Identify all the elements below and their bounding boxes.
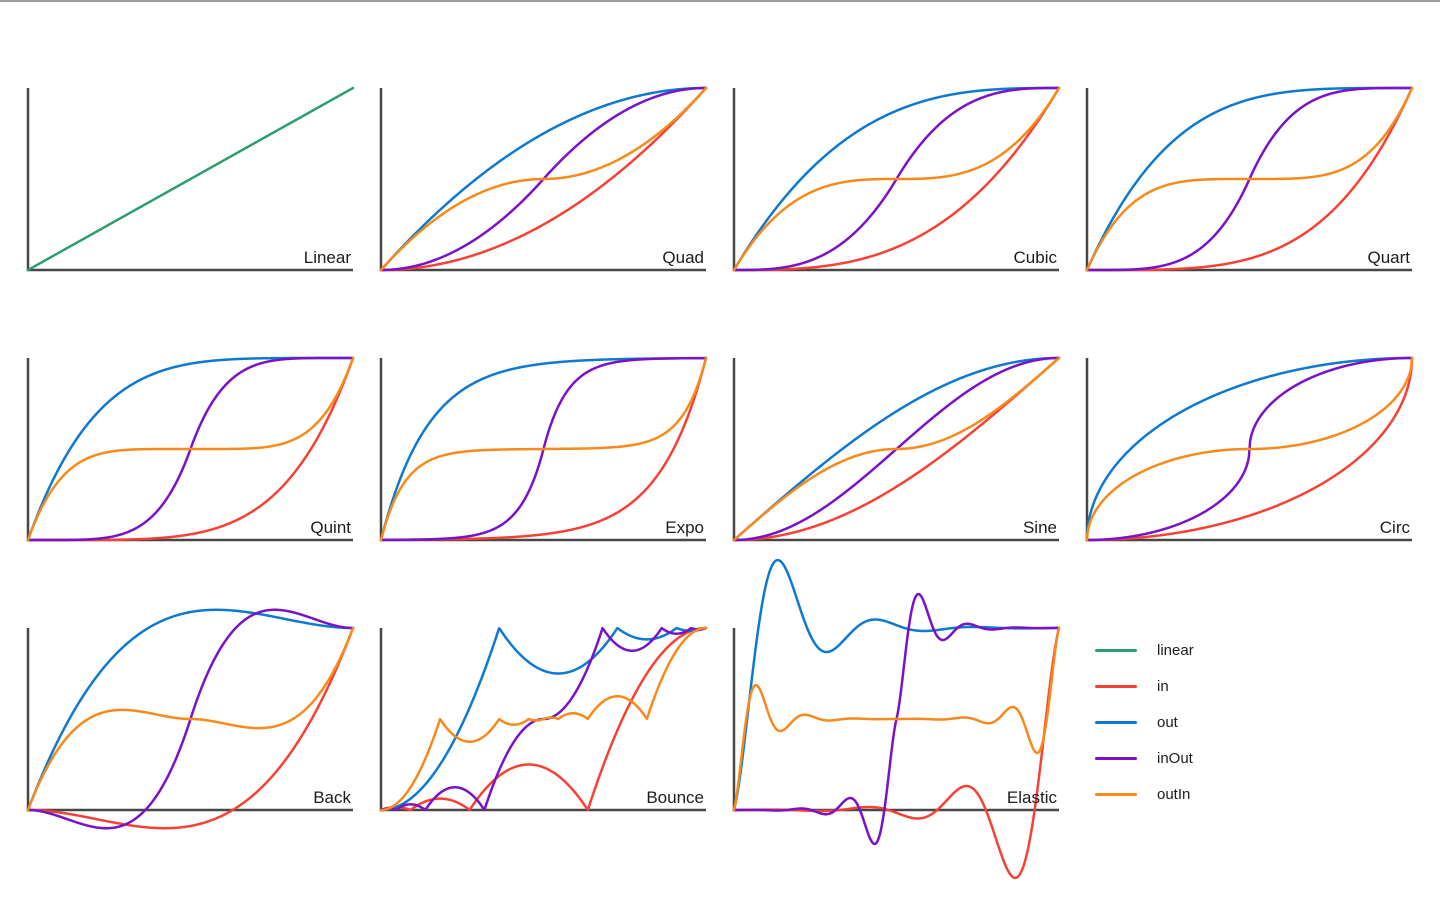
plot-bounce: Bounce bbox=[379, 626, 708, 812]
curve-circ-out bbox=[1085, 356, 1414, 542]
curve-circ-in bbox=[1085, 356, 1414, 542]
curve-linear-linear bbox=[26, 86, 355, 272]
plot-back: Back bbox=[26, 608, 355, 830]
plot-title: Quart bbox=[1367, 248, 1410, 267]
legend-item-linear: linear bbox=[1095, 632, 1194, 668]
curve-bounce-outIn bbox=[379, 626, 708, 812]
curve-sine-outIn bbox=[732, 356, 1061, 542]
legend-label: out bbox=[1157, 713, 1178, 731]
plot-title: Quad bbox=[662, 248, 704, 267]
curve-quart-outIn bbox=[1085, 86, 1414, 272]
legend-swatch-linear bbox=[1095, 648, 1137, 652]
plot-circ: Circ bbox=[1085, 356, 1414, 542]
curve-elastic-outIn bbox=[732, 626, 1061, 812]
curve-back-in bbox=[26, 626, 355, 830]
plot-title: Expo bbox=[665, 518, 704, 537]
curve-back-out bbox=[26, 608, 355, 812]
curve-sine-in bbox=[732, 356, 1061, 542]
plot-elastic: Elastic bbox=[732, 558, 1061, 880]
legend-label: in bbox=[1157, 677, 1169, 695]
top-border-line bbox=[0, 0, 1440, 2]
curve-back-outIn bbox=[26, 626, 355, 812]
curve-cubic-in bbox=[732, 86, 1061, 272]
curve-elastic-in bbox=[732, 626, 1061, 880]
curve-elastic-out bbox=[732, 558, 1061, 812]
plot-title: Bounce bbox=[646, 788, 704, 807]
plot-expo: Expo bbox=[379, 356, 708, 542]
legend-label: outIn bbox=[1157, 785, 1191, 803]
plot-title: Quint bbox=[310, 518, 351, 537]
curve-circ-outIn bbox=[1085, 356, 1414, 542]
legend-item-outIn: outIn bbox=[1095, 776, 1194, 812]
legend-swatch-outIn bbox=[1095, 792, 1137, 796]
legend-label: inOut bbox=[1157, 749, 1193, 767]
curve-quad-outIn bbox=[379, 86, 708, 272]
legend: linear in out inOut outIn bbox=[1095, 632, 1194, 812]
legend-swatch-in bbox=[1095, 684, 1137, 688]
plot-title: Back bbox=[313, 788, 351, 807]
plot-quart: Quart bbox=[1085, 86, 1414, 272]
curve-sine-out bbox=[732, 356, 1061, 542]
legend-swatch-out bbox=[1095, 720, 1137, 724]
legend-item-inOut: inOut bbox=[1095, 740, 1194, 776]
curve-cubic-out bbox=[732, 86, 1061, 272]
plot-title: Sine bbox=[1023, 518, 1057, 537]
curve-quad-in bbox=[379, 86, 708, 272]
legend-item-out: out bbox=[1095, 704, 1194, 740]
curve-expo-outIn bbox=[379, 356, 708, 542]
plot-cubic: Cubic bbox=[732, 86, 1061, 272]
legend-label: linear bbox=[1157, 641, 1194, 659]
plot-title: Linear bbox=[304, 248, 352, 267]
plot-title: Circ bbox=[1380, 518, 1411, 537]
plot-sine: Sine bbox=[732, 356, 1061, 542]
plot-title: Elastic bbox=[1007, 788, 1058, 807]
curve-quint-outIn bbox=[26, 356, 355, 542]
legend-swatch-inOut bbox=[1095, 756, 1137, 760]
plot-quad: Quad bbox=[379, 86, 708, 272]
plot-linear: Linear bbox=[26, 86, 355, 272]
curve-quad-out bbox=[379, 86, 708, 272]
curve-cubic-outIn bbox=[732, 86, 1061, 272]
plot-title: Cubic bbox=[1014, 248, 1058, 267]
plot-quint: Quint bbox=[26, 356, 355, 542]
legend-item-in: in bbox=[1095, 668, 1194, 704]
